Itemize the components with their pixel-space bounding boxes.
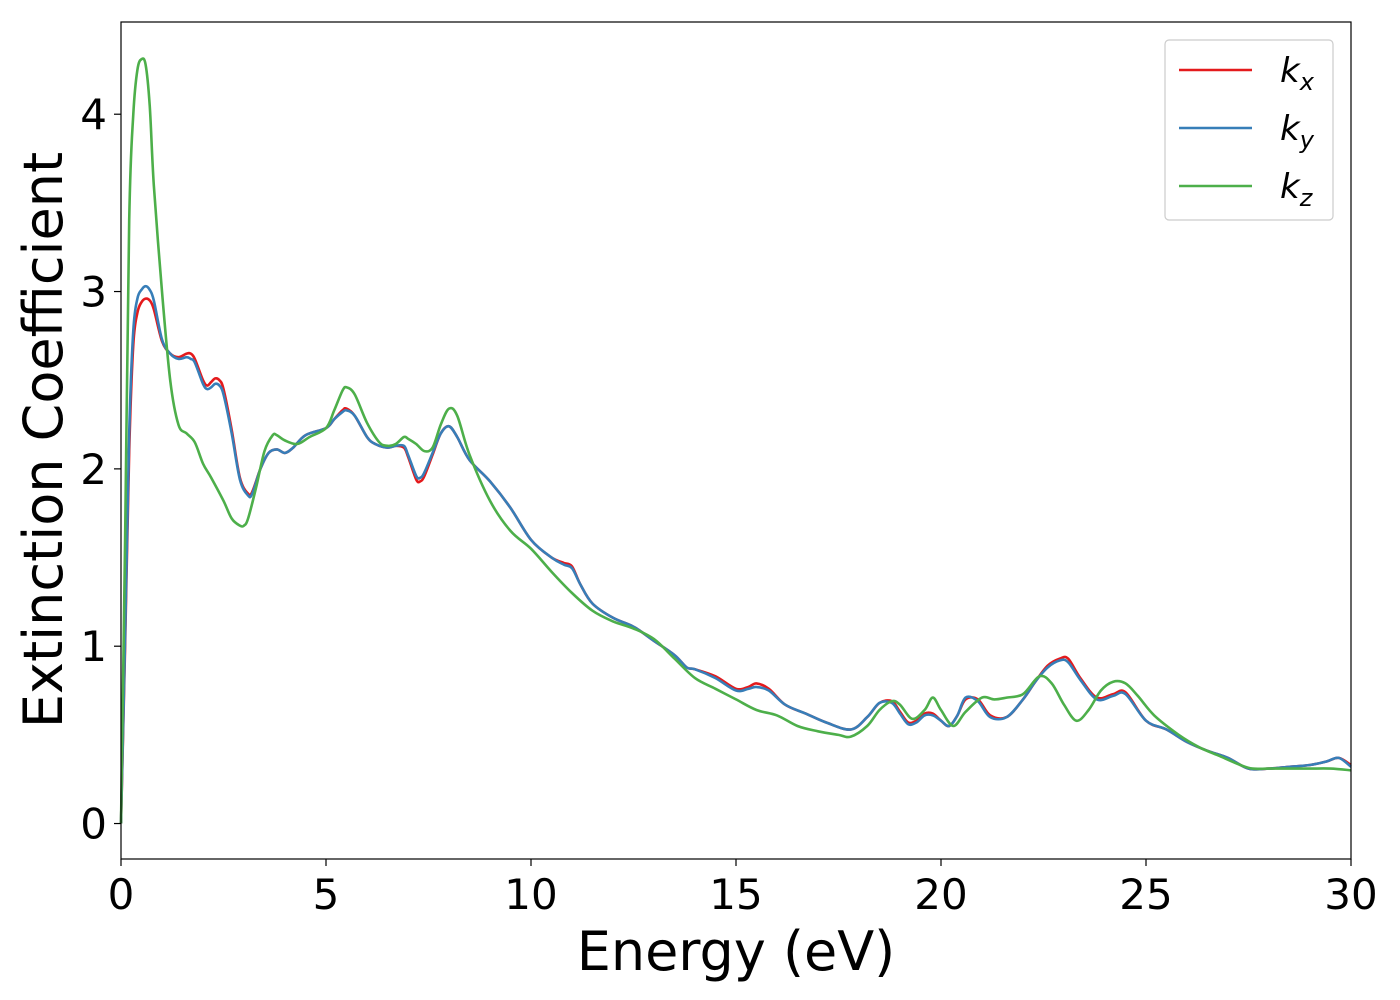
x-tick-label: 20 bbox=[914, 870, 967, 919]
y-tick-label: 2 bbox=[80, 445, 107, 494]
y-axis-title: Extinction Coefficient bbox=[12, 152, 75, 728]
x-tick-label: 30 bbox=[1324, 870, 1377, 919]
x-tick-label: 25 bbox=[1119, 870, 1172, 919]
y-tick-label: 1 bbox=[80, 622, 107, 671]
y-tick-label: 0 bbox=[80, 800, 107, 849]
x-tick-label: 0 bbox=[108, 870, 135, 919]
x-tick-label: 5 bbox=[313, 870, 340, 919]
legend-box bbox=[1164, 39, 1334, 221]
y-tick-label: 4 bbox=[80, 90, 107, 139]
x-tick-label: 10 bbox=[504, 870, 557, 919]
x-axis-ticks: 0 5 10 15 20 25 30 bbox=[108, 859, 1378, 919]
y-axis-ticks: 0 1 2 3 4 bbox=[80, 90, 121, 849]
legend-label-kx: kx bbox=[1280, 51, 1315, 96]
legend-label-kz: kz bbox=[1280, 167, 1314, 212]
legend-label-ky: ky bbox=[1280, 109, 1315, 154]
series-layer bbox=[119, 57, 1352, 824]
x-axis-title: Energy (eV) bbox=[577, 920, 896, 983]
legend: kx ky kz bbox=[1164, 39, 1334, 221]
x-tick-label: 15 bbox=[709, 870, 762, 919]
series-line-ky bbox=[119, 284, 1352, 824]
y-tick-label: 3 bbox=[80, 268, 107, 317]
series-line-kz bbox=[119, 57, 1352, 824]
